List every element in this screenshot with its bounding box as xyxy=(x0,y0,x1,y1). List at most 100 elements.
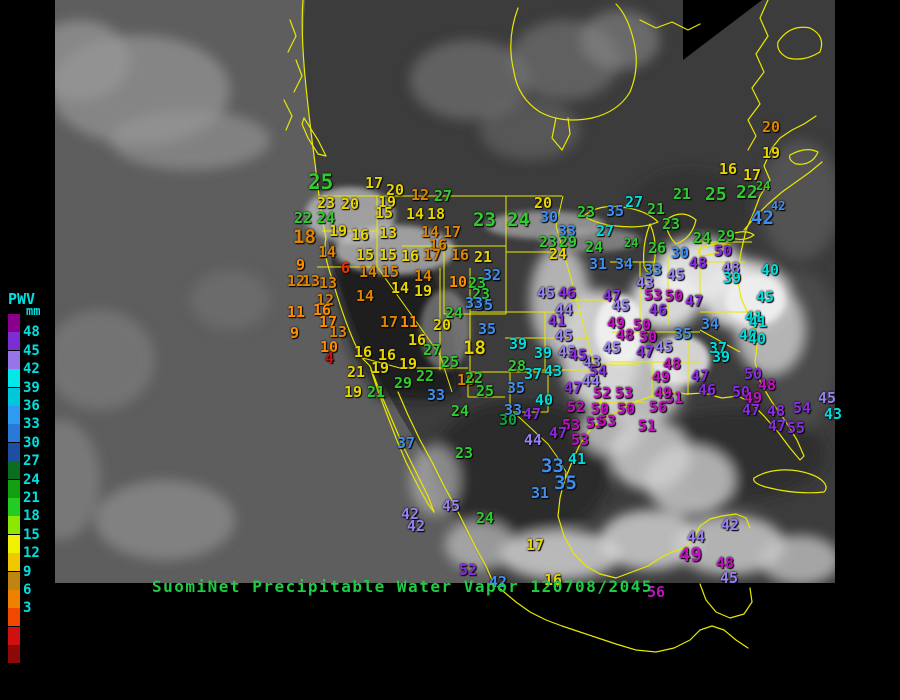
pwv-value: 24 xyxy=(317,209,336,227)
pwv-value: 19 xyxy=(329,222,348,240)
pwv-value: 14 xyxy=(318,243,337,261)
legend-label: 33 xyxy=(23,416,40,433)
pwv-value: 23 xyxy=(662,215,681,233)
pwv-value: 48 xyxy=(663,355,682,373)
pwv-value: 45 xyxy=(558,343,577,361)
pwv-value: 25 xyxy=(705,184,727,205)
legend-label: 42 xyxy=(23,361,40,378)
pwv-value: 24 xyxy=(507,209,530,231)
pwv-value: 15 xyxy=(375,204,394,222)
pwv-value: 16 xyxy=(429,236,448,254)
legend-swatch xyxy=(8,571,20,590)
pwv-value: 39 xyxy=(723,269,742,287)
legend-unit: mm xyxy=(26,304,41,318)
pwv-value: 47 xyxy=(685,292,704,310)
pwv-value: 34 xyxy=(701,315,720,333)
legend-label: 18 xyxy=(23,508,40,525)
pwv-value: 10 xyxy=(449,273,468,291)
pwv-value: 23 xyxy=(473,209,496,231)
legend-swatch xyxy=(8,350,20,369)
legend-label: 45 xyxy=(23,342,40,359)
pwv-value: 19 xyxy=(399,355,418,373)
pwv-value: 47 xyxy=(691,367,710,385)
pwv-value: 14 xyxy=(391,279,410,297)
pwv-value: 24 xyxy=(756,179,771,193)
legend-swatch xyxy=(8,590,20,608)
pwv-value: 46 xyxy=(649,301,668,319)
pwv-value: 28 xyxy=(508,357,527,375)
legend-label: 36 xyxy=(23,398,40,414)
pwv-value: 48 xyxy=(616,326,635,344)
pwv-value: 27 xyxy=(625,193,644,211)
legend-swatch xyxy=(8,424,20,443)
pwv-value: 41 xyxy=(749,313,768,331)
pwv-value: 33 xyxy=(644,261,663,279)
pwv-value: 22 xyxy=(294,209,313,227)
pwv-value: 16 xyxy=(313,301,332,319)
pwv-value: 39 xyxy=(712,348,731,366)
pwv-value: 51 xyxy=(665,389,684,407)
pwv-value: 14 xyxy=(421,223,440,241)
legend-label: 6 xyxy=(23,582,32,598)
pwv-value: 45 xyxy=(555,327,574,345)
pwv-value: 46 xyxy=(558,284,577,302)
pwv-value: 40 xyxy=(739,326,758,344)
pwv-value: 49 xyxy=(654,384,673,402)
pwv-value: 47 xyxy=(636,343,655,361)
legend-label: 24 xyxy=(23,471,40,488)
pwv-value: 18 xyxy=(463,337,486,359)
pwv-value: 52 xyxy=(593,384,612,402)
pwv-value: 35 xyxy=(478,320,497,338)
pwv-value: 11 xyxy=(287,303,306,321)
pwv-value: 15 xyxy=(379,246,398,264)
legend-swatch xyxy=(8,332,20,351)
pwv-value: 37 xyxy=(397,434,416,452)
pwv-value: 29 xyxy=(559,233,578,251)
pwv-value: 45 xyxy=(442,497,461,515)
pwv-value: 43 xyxy=(544,362,563,380)
pwv-value: 49 xyxy=(744,389,763,407)
legend-swatch xyxy=(8,645,20,664)
pwv-value: 47 xyxy=(549,424,568,442)
pwv-value: 50 xyxy=(639,328,658,346)
pwv-value: 29 xyxy=(394,374,413,392)
pwv-value: 30 xyxy=(671,244,690,262)
pwv-value: 11 xyxy=(400,313,419,331)
pwv-value: 13 xyxy=(329,323,348,341)
pwv-value: 17 xyxy=(743,166,762,184)
pwv-value: 40 xyxy=(748,330,767,348)
cloud-layer xyxy=(55,10,835,583)
pwv-value: 15 xyxy=(356,246,375,264)
legend-swatch xyxy=(8,314,20,332)
pwv-value: 35 xyxy=(554,472,577,494)
pwv-value: 45 xyxy=(655,338,674,356)
legend-swatch xyxy=(8,498,20,516)
pwv-value: 6 xyxy=(341,259,351,277)
pwv-value: 31 xyxy=(531,484,550,502)
pwv-value: 16 xyxy=(451,246,470,264)
pwv-value: 4 xyxy=(325,349,335,367)
legend-label: 3 xyxy=(23,600,32,617)
pwv-value: 21 xyxy=(647,200,666,218)
pwv-value: 33 xyxy=(465,294,484,312)
pwv-value: 25 xyxy=(308,170,334,194)
pwv-value: 44 xyxy=(687,528,706,546)
pwv-value: 17 xyxy=(443,223,462,241)
pwv-value: 45 xyxy=(720,569,739,587)
pwv-value: 40 xyxy=(761,261,780,279)
pwv-value: 32 xyxy=(483,266,502,284)
pwv-value: 39 xyxy=(534,344,553,362)
pwv-value: 14 xyxy=(356,287,375,305)
pwv-value: 50 xyxy=(591,400,610,418)
pwv-value: 13 xyxy=(379,224,398,242)
pwv-value: 13 xyxy=(302,272,321,290)
pwv-value: 21 xyxy=(347,363,366,381)
pwv-value: 27 xyxy=(434,187,453,205)
pwv-value: 43 xyxy=(583,353,602,371)
pwv-value: 16 xyxy=(401,247,420,265)
pwv-value: 35 xyxy=(475,296,494,314)
pwv-value: 22 xyxy=(465,369,484,387)
